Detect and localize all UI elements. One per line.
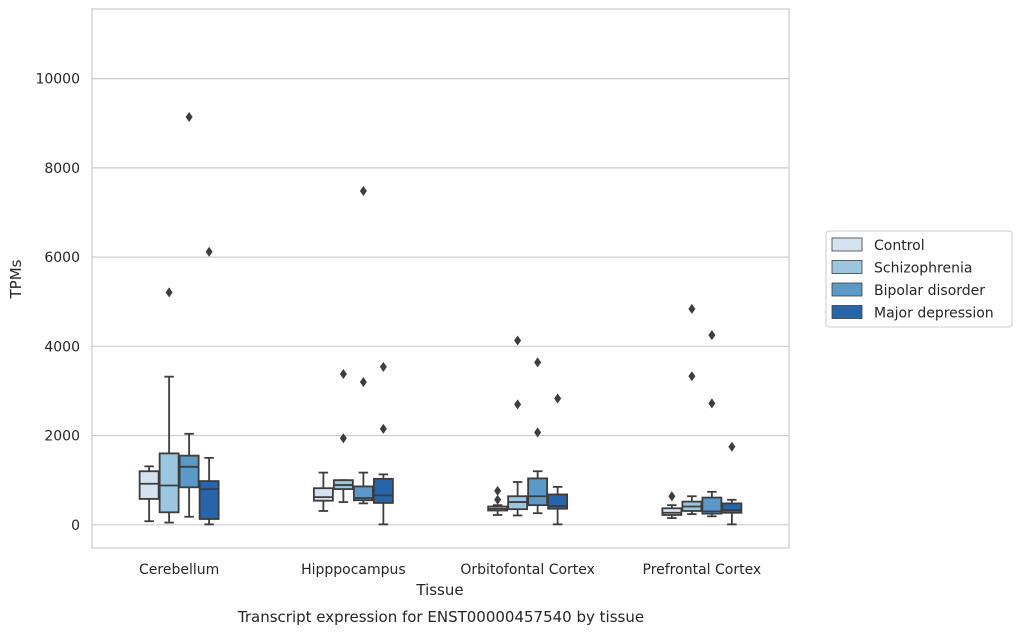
box-body — [312, 487, 334, 502]
legend-label: Schizophrenia — [874, 261, 972, 277]
box-body — [661, 507, 683, 516]
outlier-point — [514, 399, 522, 410]
outlier-point — [205, 246, 213, 257]
outlier-point — [494, 494, 502, 505]
box-2-1 — [507, 335, 529, 517]
box-body — [352, 485, 374, 502]
y-tick-label: 8000 — [44, 161, 80, 177]
outlier-point — [708, 398, 716, 409]
plot-frame — [91, 8, 790, 549]
outlier-point — [379, 361, 387, 372]
outlier-point — [359, 377, 367, 388]
box-1-1 — [332, 368, 354, 503]
outlier-point — [534, 427, 542, 438]
outlier-point — [688, 371, 696, 382]
y-tick-label: 10000 — [35, 72, 80, 88]
outlier-point — [668, 491, 676, 502]
x-tick-label: Orbitofontal Cortex — [460, 562, 595, 578]
box-0-1 — [158, 287, 180, 524]
outlier-point — [339, 368, 347, 379]
box-body — [721, 502, 743, 514]
outlier-point — [514, 335, 522, 346]
outlier-point — [688, 303, 696, 314]
outlier-point — [728, 441, 736, 452]
y-tick-label: 4000 — [44, 339, 80, 355]
box-3-0 — [661, 491, 683, 520]
grid-lines — [92, 78, 789, 526]
box-body — [701, 496, 723, 515]
box-0-0 — [138, 465, 160, 523]
x-axis-title: Tissue — [415, 581, 463, 599]
box-0-3 — [198, 246, 220, 526]
y-tick-labels: 0 2000 4000 6000 8000 10000 — [35, 72, 80, 534]
box-body — [178, 454, 200, 489]
x-tick-labels: Cerebellum Hipppocampus Orbitofontal Corte… — [139, 562, 761, 578]
box-0-2 — [178, 111, 200, 518]
x-tick-label: Cerebellum — [139, 562, 219, 578]
outlier-point — [708, 330, 716, 341]
legend-swatch — [831, 305, 863, 319]
legend-swatch — [831, 282, 863, 297]
legend: Control Schizophrenia Bipolar disorder Majo… — [825, 230, 1013, 328]
y-tick-label: 0 — [71, 518, 80, 534]
box-body — [138, 470, 160, 500]
box-body — [198, 480, 220, 520]
legend-swatch — [831, 237, 863, 252]
outlier-point — [534, 357, 542, 368]
y-axis-title: TPMs — [7, 259, 25, 299]
legend-label: Major depression — [874, 306, 994, 322]
box-body — [372, 477, 394, 504]
legend-label: Bipolar disorder — [874, 283, 985, 299]
box-3-2 — [701, 330, 723, 518]
box-2-2 — [527, 357, 549, 515]
outlier-point — [339, 433, 347, 444]
box-3-1 — [681, 303, 703, 515]
outlier-point — [494, 485, 502, 496]
box-2-3 — [547, 393, 569, 526]
legend-frame — [825, 230, 1013, 328]
box-1-2 — [352, 186, 374, 505]
y-tick-label: 6000 — [44, 250, 80, 266]
chart-caption: Transcript expression for ENST0000045754… — [237, 608, 644, 626]
y-tick-label: 2000 — [44, 429, 80, 445]
box-1-0 — [312, 471, 334, 512]
x-tick-label: Prefrontal Cortex — [643, 562, 762, 578]
legend-swatch — [831, 260, 863, 274]
outlier-point — [165, 287, 173, 298]
box-3-3 — [721, 441, 743, 526]
outlier-point — [379, 423, 387, 434]
box-body — [158, 452, 180, 514]
outlier-point — [359, 186, 367, 197]
box-body — [527, 477, 549, 507]
legend-label: Control — [874, 238, 925, 254]
x-tick-label: Hipppocampus — [301, 562, 406, 578]
box-plots — [138, 111, 743, 526]
outlier-point — [185, 111, 193, 122]
box-2-0 — [487, 485, 509, 516]
outlier-point — [554, 393, 562, 404]
box-1-3 — [372, 361, 394, 526]
